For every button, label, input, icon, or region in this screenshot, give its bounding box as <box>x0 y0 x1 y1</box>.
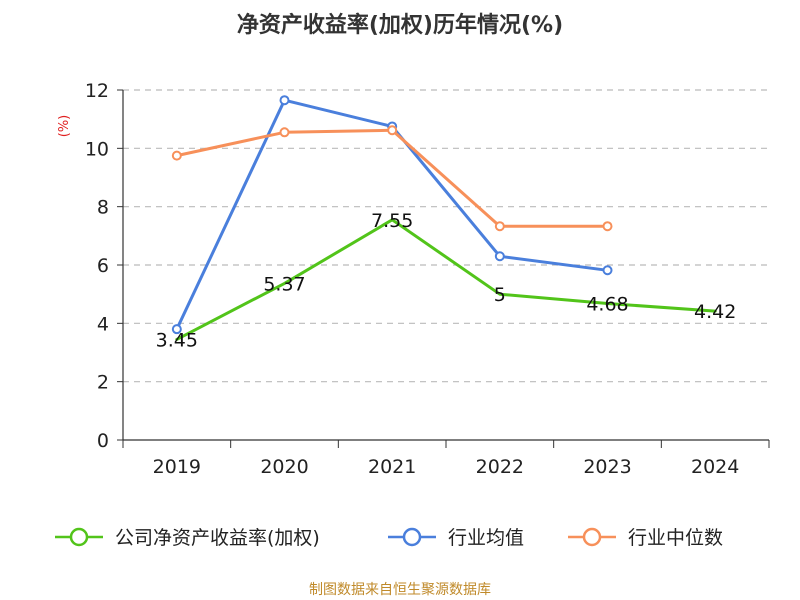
x-tick-label: 2022 <box>476 456 524 478</box>
legend-marker <box>582 527 602 547</box>
x-tick-label: 2020 <box>260 456 308 478</box>
legend-marker <box>402 527 422 547</box>
y-tick-label: 10 <box>85 138 109 160</box>
legend[interactable]: 公司净资产收益率(加权) 行业均值 行业中位数 <box>55 527 723 549</box>
series-1 <box>175 218 717 341</box>
y-tick-label: 12 <box>85 80 109 102</box>
legend-item[interactable]: 行业中位数 <box>568 527 723 549</box>
y-tick-label: 2 <box>97 372 109 394</box>
data-labels: 3.45 5.37 7.55 5 4.68 4.42 <box>156 210 737 352</box>
data-point <box>387 125 398 136</box>
data-label: 5 <box>494 284 506 306</box>
data-point <box>602 265 613 276</box>
chart-title: 净资产收益率(加权)历年情况(%) <box>237 12 563 38</box>
data-label: 4.42 <box>694 301 736 323</box>
legend-label: 行业中位数 <box>628 527 723 549</box>
data-label: 4.68 <box>586 294 628 316</box>
y-axis-label: (%) <box>57 115 72 138</box>
data-label: 5.37 <box>263 273 305 295</box>
series-lines <box>171 95 717 341</box>
data-label: 3.45 <box>156 329 198 351</box>
data-label: 7.55 <box>371 210 413 232</box>
data-point <box>171 150 182 161</box>
legend-marker <box>69 527 89 547</box>
y-tick-label: 0 <box>97 430 109 452</box>
axes: 0 2 4 6 8 10 12 2019 2020 2021 2022 2023 2024 <box>85 80 770 478</box>
data-point <box>494 251 505 262</box>
series-3 <box>171 125 613 232</box>
x-tick-label: 2024 <box>691 456 739 478</box>
x-tick-label: 2019 <box>153 456 201 478</box>
y-tick-label: 6 <box>97 255 109 277</box>
legend-item[interactable]: 公司净资产收益率(加权) <box>55 527 320 549</box>
data-point <box>494 221 505 232</box>
data-point <box>171 324 182 335</box>
x-tick-label: 2023 <box>583 456 631 478</box>
y-tick-label: 4 <box>97 313 109 335</box>
data-point <box>602 221 613 232</box>
series-line <box>175 218 717 341</box>
legend-item[interactable]: 行业均值 <box>388 527 524 549</box>
y-tick-label: 8 <box>97 197 109 219</box>
data-point <box>279 127 290 138</box>
legend-label: 公司净资产收益率(加权) <box>115 527 320 549</box>
x-tick-label: 2021 <box>368 456 416 478</box>
data-point <box>279 95 290 106</box>
source-note: 制图数据来自恒生聚源数据库 <box>309 582 491 598</box>
grid-lines <box>123 89 769 383</box>
legend-label: 行业均值 <box>448 527 524 549</box>
